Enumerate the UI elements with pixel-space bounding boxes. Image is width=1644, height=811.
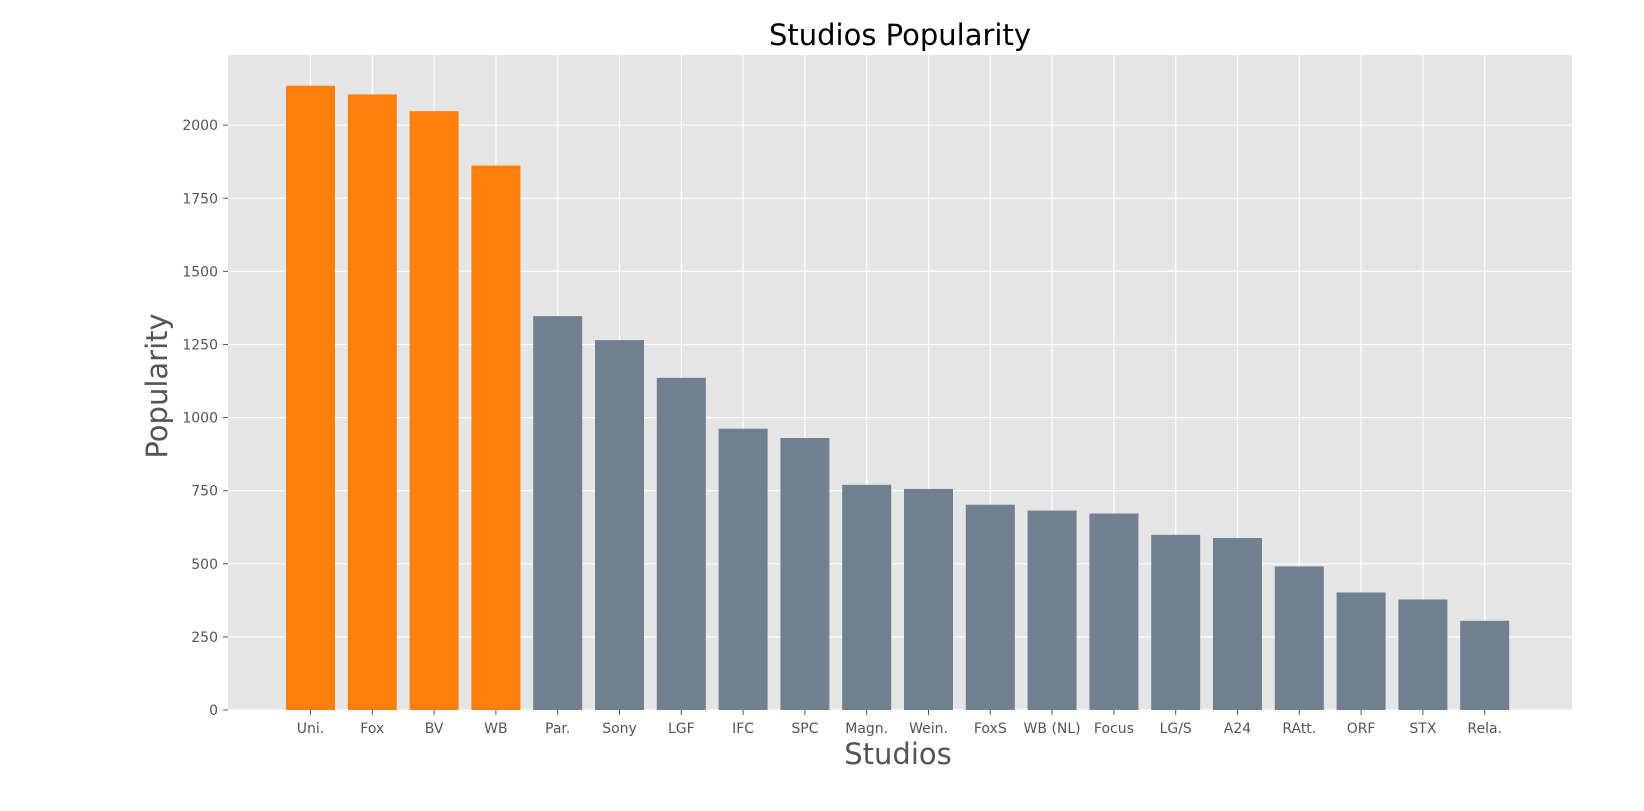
x-tick-label: LG/S [1160,721,1192,737]
bar-Uni. [286,85,335,710]
bar-RAtt. [1274,566,1324,710]
x-axis-ticks: Uni. Fox BV WB Par. Sony LGF IFC SPC Magn. Wein. Fo… [297,710,1502,737]
bars [286,85,1510,710]
x-tick-label: Rela. [1467,721,1502,737]
bar-WB (NL) [1027,510,1077,710]
y-tick-label: 1000 [182,411,218,427]
bar-SPC [780,438,830,710]
y-axis-label: Popularity [140,313,174,458]
x-tick-label: RAtt. [1282,721,1316,737]
bar-Sony [595,340,644,710]
bar-Par. [533,316,583,710]
y-axis-ticks: 0 250 500 750 1000 1250 1500 1750 2000 [182,118,228,719]
x-tick-label: LGF [668,721,695,737]
y-tick-label: 500 [191,557,218,573]
x-axis-label: Studios [844,737,951,771]
x-tick-label: STX [1409,721,1436,737]
bar-WB [471,165,521,710]
y-tick-label: 1250 [182,337,218,353]
x-tick-label: ORF [1347,721,1376,737]
y-tick-label: 1750 [182,191,218,207]
x-tick-label: Uni. [297,721,324,737]
x-tick-label: A24 [1224,721,1251,737]
x-tick-label: WB (NL) [1024,721,1081,737]
y-tick-label: 750 [191,484,218,500]
bar-BV [409,111,459,710]
x-tick-label: WB [484,721,507,737]
x-tick-label: FoxS [974,721,1007,737]
bar-FoxS [965,504,1015,710]
chart-title: Studios Popularity [769,18,1031,52]
x-tick-label: Par. [545,721,570,737]
x-tick-label: Fox [360,721,384,737]
bar-Wein. [904,488,953,710]
x-tick-label: Focus [1094,721,1134,737]
bar-LGF [656,377,706,710]
x-tick-label: BV [425,721,444,737]
bar-Magn. [842,484,892,710]
bar-Fox [347,94,397,710]
x-tick-label: SPC [791,721,818,737]
bar-Focus [1089,513,1139,710]
bar-STX [1398,599,1448,710]
y-tick-label: 2000 [182,118,218,134]
y-tick-label: 1500 [182,264,218,280]
bar-LG/S [1151,534,1201,710]
x-tick-label: Wein. [909,721,948,737]
x-tick-label: Sony [602,721,637,737]
y-tick-label: 250 [191,630,218,646]
bar-ORF [1336,592,1386,710]
bar-IFC [718,428,768,710]
x-tick-label: Magn. [845,721,888,737]
y-tick-label: 0 [209,703,218,719]
bar-A24 [1213,538,1262,710]
x-tick-label: IFC [732,721,754,737]
bar-Rela. [1460,620,1510,710]
